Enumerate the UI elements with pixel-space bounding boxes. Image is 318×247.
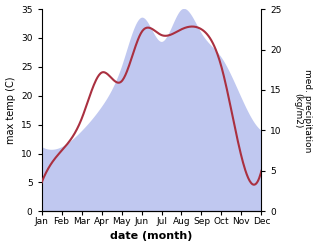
Y-axis label: max temp (C): max temp (C) bbox=[5, 76, 16, 144]
X-axis label: date (month): date (month) bbox=[110, 231, 193, 242]
Y-axis label: med. precipitation
(kg/m2): med. precipitation (kg/m2) bbox=[293, 68, 313, 152]
